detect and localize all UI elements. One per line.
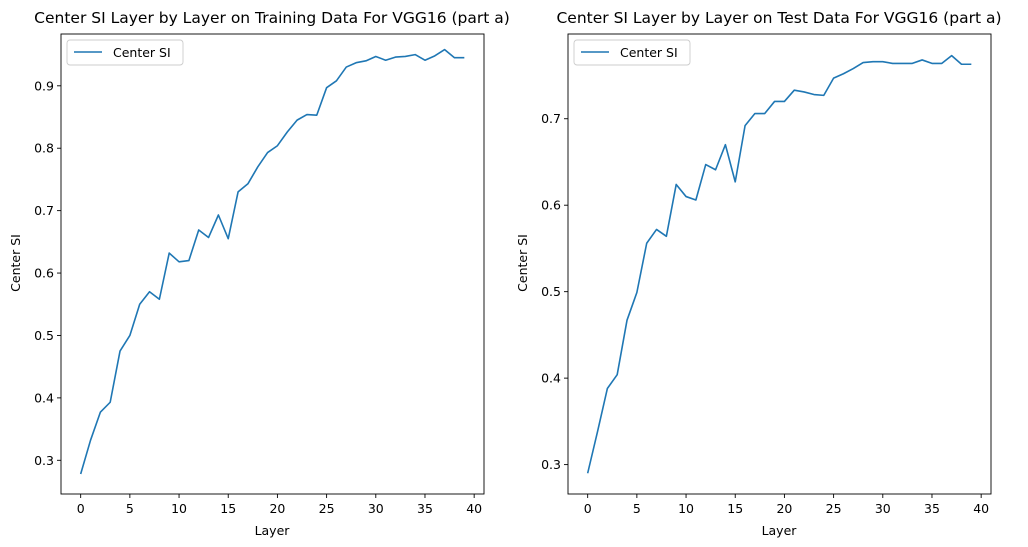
training-chart-panel: Center SI Layer by Layer on Training Dat… (8, 9, 510, 538)
test-center-si-line (586, 54, 972, 474)
test-x-tick-label: 20 (776, 501, 792, 516)
test-plot-frame (567, 33, 992, 495)
training-y-tick-label: 0.3 (34, 453, 54, 468)
test-y-tick-label: 0.7 (541, 111, 561, 126)
training-legend-label: Center SI (113, 45, 171, 60)
training-x-tick-label: 40 (466, 501, 482, 516)
test-x-tick-label: 30 (875, 501, 891, 516)
test-legend-label: Center SI (620, 45, 678, 60)
test-x-tick-label: 40 (973, 501, 989, 516)
test-x-tick-label: 10 (678, 501, 694, 516)
training-x-tick-label: 20 (269, 501, 285, 516)
training-y-tick-label: 0.7 (34, 203, 54, 218)
test-x-tick-label: 5 (633, 501, 641, 516)
training-x-tick-label: 0 (77, 501, 85, 516)
training-y-axis-label: Center SI (8, 234, 23, 292)
training-y-tick-label: 0.8 (34, 141, 54, 156)
test-y-tick-label: 0.4 (541, 371, 561, 386)
test-x-axis-label: Layer (762, 523, 798, 538)
training-x-axis-label: Layer (255, 523, 291, 538)
training-chart-title: Center SI Layer by Layer on Training Dat… (34, 9, 510, 27)
training-x-tick-label: 15 (220, 501, 236, 516)
training-x-tick-label: 30 (368, 501, 384, 516)
test-x-tick-label: 35 (924, 501, 940, 516)
training-legend-box (66, 39, 184, 66)
training-legend: Center SI (66, 39, 184, 66)
test-y-tick-label: 0.3 (541, 457, 561, 472)
test-y-tick-label: 0.6 (541, 198, 561, 213)
training-x-tick-label: 25 (319, 501, 335, 516)
test-chart-panel: Center SI Layer by Layer on Test Data Fo… (515, 9, 1002, 538)
training-y-tick-label: 0.6 (34, 266, 54, 281)
test-x-tick-label: 15 (727, 501, 743, 516)
training-y-tick-label: 0.9 (34, 78, 54, 93)
training-x-tick-label: 5 (126, 501, 134, 516)
test-y-axis-label: Center SI (515, 234, 530, 292)
test-x-tick-label: 0 (584, 501, 592, 516)
training-ticks: 0 5 10 15 20 25 30 35 40 0.3 0.4 0.5 0.6 0.7 0.8 0.9 (34, 78, 482, 516)
training-x-tick-label: 10 (171, 501, 187, 516)
test-y-tick-label: 0.5 (541, 284, 561, 299)
training-center-si-line (79, 48, 465, 475)
training-plot-frame (60, 33, 485, 495)
test-ticks: 0 5 10 15 20 25 30 35 40 0.3 0.4 0.5 0.6 0.7 (541, 111, 989, 516)
training-y-tick-label: 0.4 (34, 390, 54, 405)
training-x-tick-label: 35 (417, 501, 433, 516)
test-legend-box (573, 39, 691, 66)
training-y-tick-label: 0.5 (34, 328, 54, 343)
test-x-tick-label: 25 (826, 501, 842, 516)
test-legend: Center SI (573, 39, 691, 66)
test-chart-title: Center SI Layer by Layer on Test Data Fo… (556, 9, 1001, 27)
